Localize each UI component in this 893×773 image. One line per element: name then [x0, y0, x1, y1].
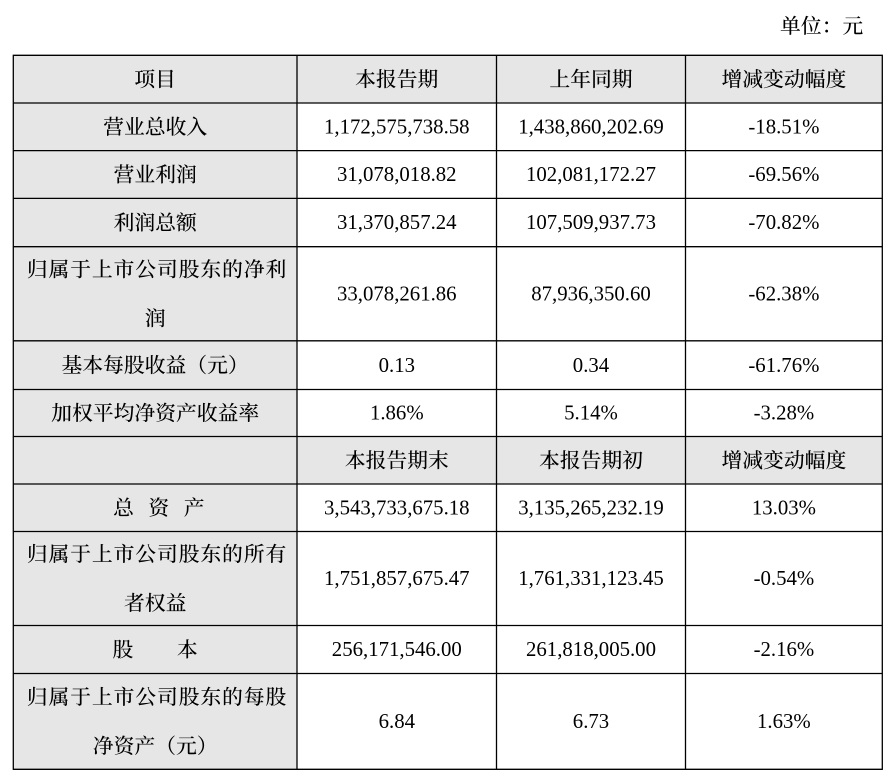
svg-text:-0.54%: -0.54%: [754, 567, 815, 590]
svg-text:-3.28%: -3.28%: [754, 402, 815, 425]
svg-text:5.14%: 5.14%: [564, 402, 618, 425]
svg-text:-70.82%: -70.82%: [748, 211, 819, 234]
svg-text:13.03%: 13.03%: [752, 496, 816, 519]
svg-text:3,543,733,675.18: 3,543,733,675.18: [324, 496, 470, 519]
svg-text:102,081,172.27: 102,081,172.27: [526, 163, 656, 186]
svg-text:33,078,261.86: 33,078,261.86: [337, 282, 457, 305]
svg-text:87,936,350.60: 87,936,350.60: [531, 282, 651, 305]
svg-text:107,509,937.73: 107,509,937.73: [526, 211, 656, 234]
svg-text:-62.38%: -62.38%: [748, 282, 819, 305]
svg-text:0.34: 0.34: [573, 354, 610, 377]
svg-text:1,761,331,123.45: 1,761,331,123.45: [518, 567, 664, 590]
svg-text:3,135,265,232.19: 3,135,265,232.19: [518, 496, 664, 519]
svg-text:1.63%: 1.63%: [757, 710, 811, 733]
svg-text:-61.76%: -61.76%: [748, 354, 819, 377]
svg-text:0.13: 0.13: [379, 354, 415, 377]
svg-text:1.86%: 1.86%: [370, 402, 424, 425]
svg-text:-2.16%: -2.16%: [754, 638, 815, 661]
svg-text:1,751,857,675.47: 1,751,857,675.47: [324, 567, 470, 590]
svg-text:6.84: 6.84: [379, 710, 416, 733]
svg-text:31,078,018.82: 31,078,018.82: [337, 163, 457, 186]
svg-text:-69.56%: -69.56%: [748, 163, 819, 186]
svg-text:261,818,005.00: 261,818,005.00: [526, 638, 656, 661]
svg-text:-18.51%: -18.51%: [748, 115, 819, 138]
svg-text:1,172,575,738.58: 1,172,575,738.58: [324, 115, 470, 138]
svg-text:6.73: 6.73: [573, 710, 609, 733]
svg-text:256,171,546.00: 256,171,546.00: [332, 638, 462, 661]
svg-text:31,370,857.24: 31,370,857.24: [337, 211, 457, 234]
svg-text:1,438,860,202.69: 1,438,860,202.69: [518, 115, 664, 138]
